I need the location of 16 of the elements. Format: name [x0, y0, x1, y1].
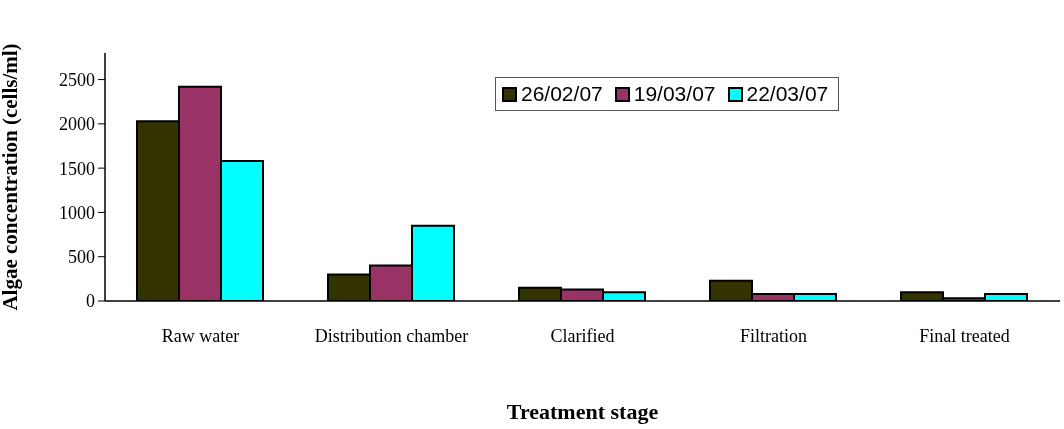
x-axis-title: Treatment stage — [506, 399, 659, 424]
y-tick-label: 500 — [68, 247, 95, 268]
y-axis-title: Algae concentration (cells/ml) — [0, 43, 23, 311]
y-tick-label: 2500 — [59, 69, 95, 90]
y-tick-label: 0 — [86, 291, 95, 312]
x-tick-label: Raw water — [161, 325, 240, 346]
y-tick-label: 2000 — [59, 114, 95, 135]
x-tick-label: Clarified — [550, 325, 615, 346]
x-tick-label: Distribution chamber — [314, 325, 469, 346]
x-tick-label: Filtration — [740, 325, 807, 346]
legend-label: 26/02/07 — [521, 82, 603, 106]
legend-label: 19/03/07 — [633, 82, 716, 106]
y-tick-label: 1500 — [59, 158, 95, 179]
x-tick-label: Final treated — [919, 325, 1010, 346]
legend-label: 22/03/07 — [746, 82, 829, 106]
y-tick-label: 1000 — [59, 202, 95, 223]
